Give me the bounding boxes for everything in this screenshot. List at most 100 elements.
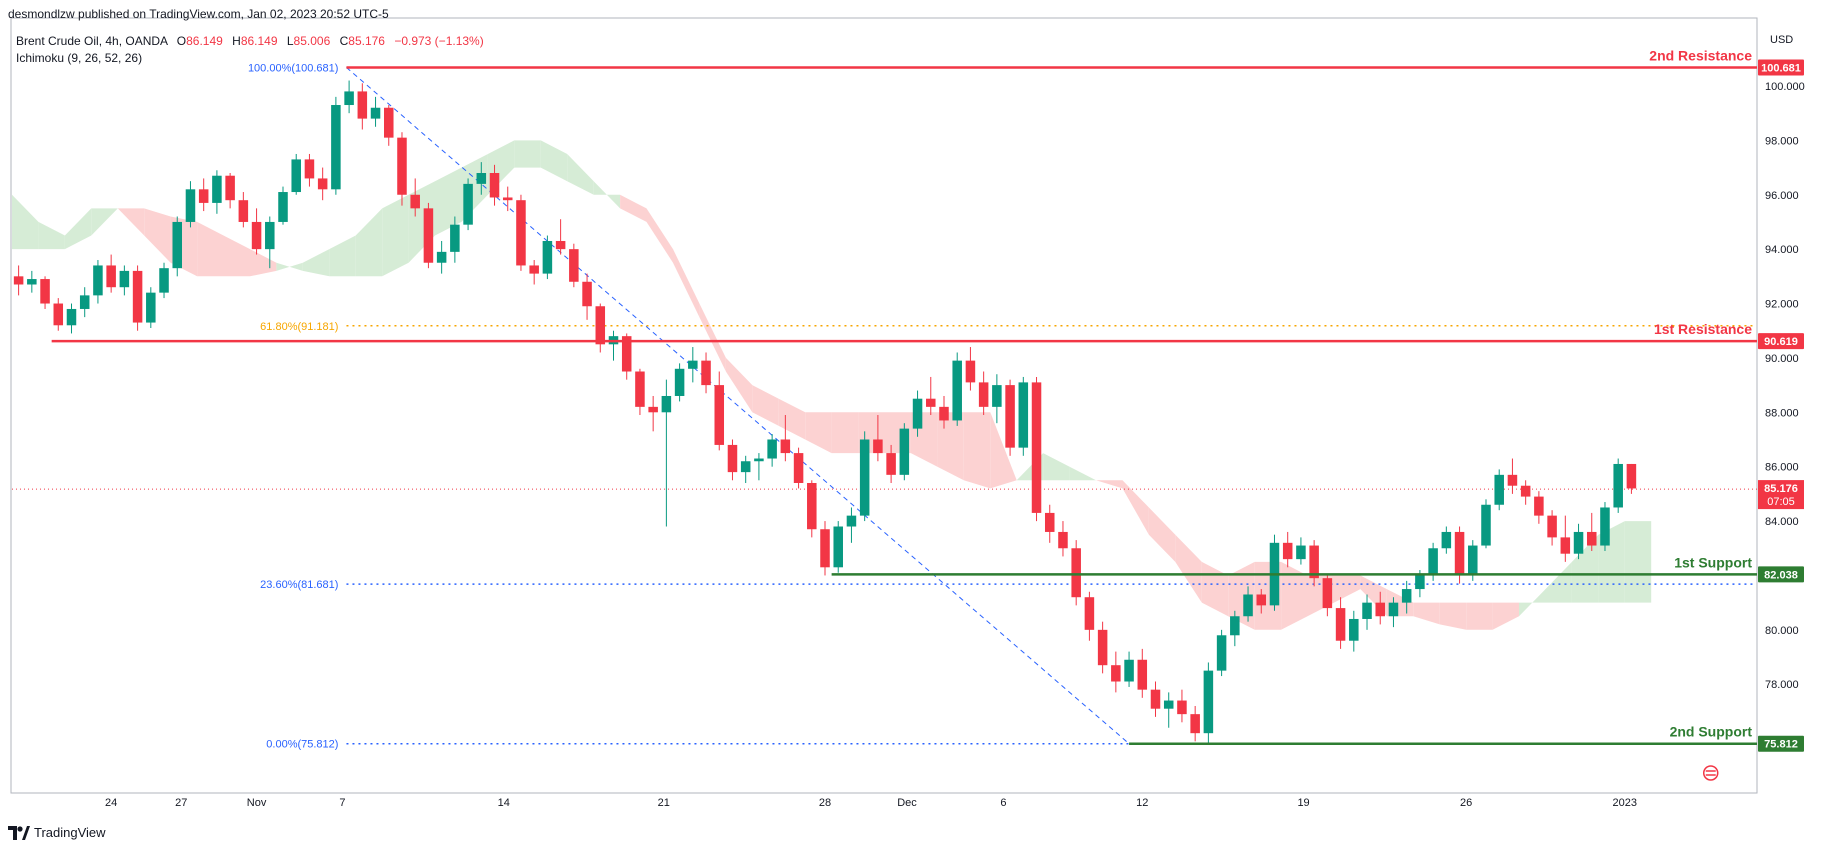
candle[interactable] [463, 183, 473, 225]
candle[interactable] [1481, 504, 1491, 546]
candle[interactable] [1018, 382, 1029, 448]
candle[interactable] [1296, 545, 1306, 560]
candle[interactable] [1071, 548, 1081, 598]
candle[interactable] [1626, 463, 1637, 489]
candle[interactable] [185, 189, 196, 222]
candle[interactable] [198, 189, 209, 203]
candle[interactable] [1216, 635, 1227, 671]
candle[interactable] [1163, 700, 1174, 709]
candle[interactable] [1097, 629, 1108, 666]
candle[interactable] [674, 368, 685, 396]
candlestick-series[interactable] [13, 80, 1637, 745]
candle[interactable] [1388, 602, 1399, 617]
footer-brand[interactable]: TradingView [8, 825, 106, 840]
candle[interactable] [410, 194, 420, 209]
candle[interactable] [476, 173, 487, 184]
candle[interactable] [754, 458, 764, 462]
candle[interactable] [106, 265, 116, 288]
candle[interactable] [820, 529, 830, 568]
candle[interactable] [1124, 659, 1134, 682]
candle[interactable] [780, 439, 791, 454]
candle[interactable] [1573, 531, 1584, 554]
candle[interactable] [912, 398, 923, 429]
candle[interactable] [1362, 602, 1372, 619]
candle[interactable] [529, 265, 539, 274]
candle[interactable] [291, 159, 301, 193]
candle[interactable] [714, 385, 725, 445]
candle[interactable] [582, 281, 592, 307]
candle[interactable] [873, 439, 883, 454]
candle[interactable] [344, 91, 354, 106]
candle[interactable] [1190, 714, 1200, 734]
candle[interactable] [767, 439, 777, 459]
candle[interactable] [1375, 602, 1385, 617]
candle[interactable] [331, 105, 341, 190]
candle[interactable] [1441, 531, 1452, 549]
candle[interactable] [621, 336, 632, 372]
support-resistance-levels[interactable]: 2nd Resistance 1st Resistance 1st Support 2… [51, 47, 1757, 745]
candle[interactable] [1058, 531, 1068, 549]
candle[interactable] [238, 200, 249, 222]
symbol-legend[interactable]: Brent Crude Oil, 4h, OANDA O86.149 H86.1… [16, 34, 484, 48]
candle[interactable] [79, 295, 90, 309]
candle[interactable] [846, 515, 857, 527]
candle[interactable] [13, 276, 24, 285]
candle[interactable] [265, 221, 275, 250]
candle[interactable] [1111, 665, 1121, 682]
candle[interactable] [1256, 594, 1267, 606]
candle[interactable] [1084, 597, 1095, 630]
candle[interactable] [595, 306, 606, 345]
candle[interactable] [886, 453, 896, 475]
candle[interactable] [1322, 578, 1333, 609]
candle[interactable] [1309, 545, 1319, 579]
candle[interactable] [727, 444, 738, 473]
candle[interactable] [569, 249, 579, 282]
candle[interactable] [489, 173, 500, 198]
candle[interactable] [317, 178, 328, 190]
candle[interactable] [1468, 545, 1478, 576]
candle[interactable] [1335, 608, 1346, 641]
candle[interactable] [807, 483, 817, 530]
candle[interactable] [212, 175, 222, 203]
candle[interactable] [1428, 548, 1438, 576]
candle[interactable] [159, 268, 169, 293]
candle[interactable] [93, 265, 103, 296]
candle[interactable] [648, 406, 658, 413]
candle[interactable] [555, 240, 566, 250]
candle[interactable] [661, 395, 672, 413]
candle[interactable] [225, 175, 235, 201]
candle[interactable] [119, 270, 130, 288]
candle[interactable] [1137, 659, 1148, 690]
candle[interactable] [27, 279, 37, 285]
candle[interactable] [793, 453, 804, 483]
candle[interactable] [978, 382, 989, 407]
candle[interactable] [1031, 382, 1042, 513]
candle[interactable] [172, 221, 183, 269]
candle[interactable] [992, 385, 1002, 407]
candle[interactable] [1586, 531, 1597, 546]
candle[interactable] [357, 91, 368, 119]
candle[interactable] [53, 303, 64, 326]
candle[interactable] [384, 107, 394, 138]
candle[interactable] [66, 308, 77, 326]
candle[interactable] [542, 240, 553, 274]
candle[interactable] [635, 371, 645, 407]
candle[interactable] [939, 406, 949, 421]
candle[interactable] [423, 208, 434, 263]
candle[interactable] [436, 251, 447, 263]
candle[interactable] [304, 159, 315, 179]
candle[interactable] [1230, 616, 1240, 636]
candle[interactable] [1177, 700, 1187, 715]
candle[interactable] [1005, 385, 1015, 448]
candle[interactable] [965, 360, 976, 383]
candle[interactable] [370, 107, 381, 119]
candle[interactable] [516, 200, 526, 266]
candle[interactable] [397, 137, 407, 195]
candle[interactable] [1415, 575, 1425, 590]
candle[interactable] [1203, 670, 1214, 734]
candle[interactable] [701, 360, 711, 386]
indicator-legend[interactable]: Ichimoku (9, 26, 52, 26) [16, 51, 143, 65]
candle[interactable] [952, 360, 962, 421]
candle[interactable] [833, 526, 843, 568]
